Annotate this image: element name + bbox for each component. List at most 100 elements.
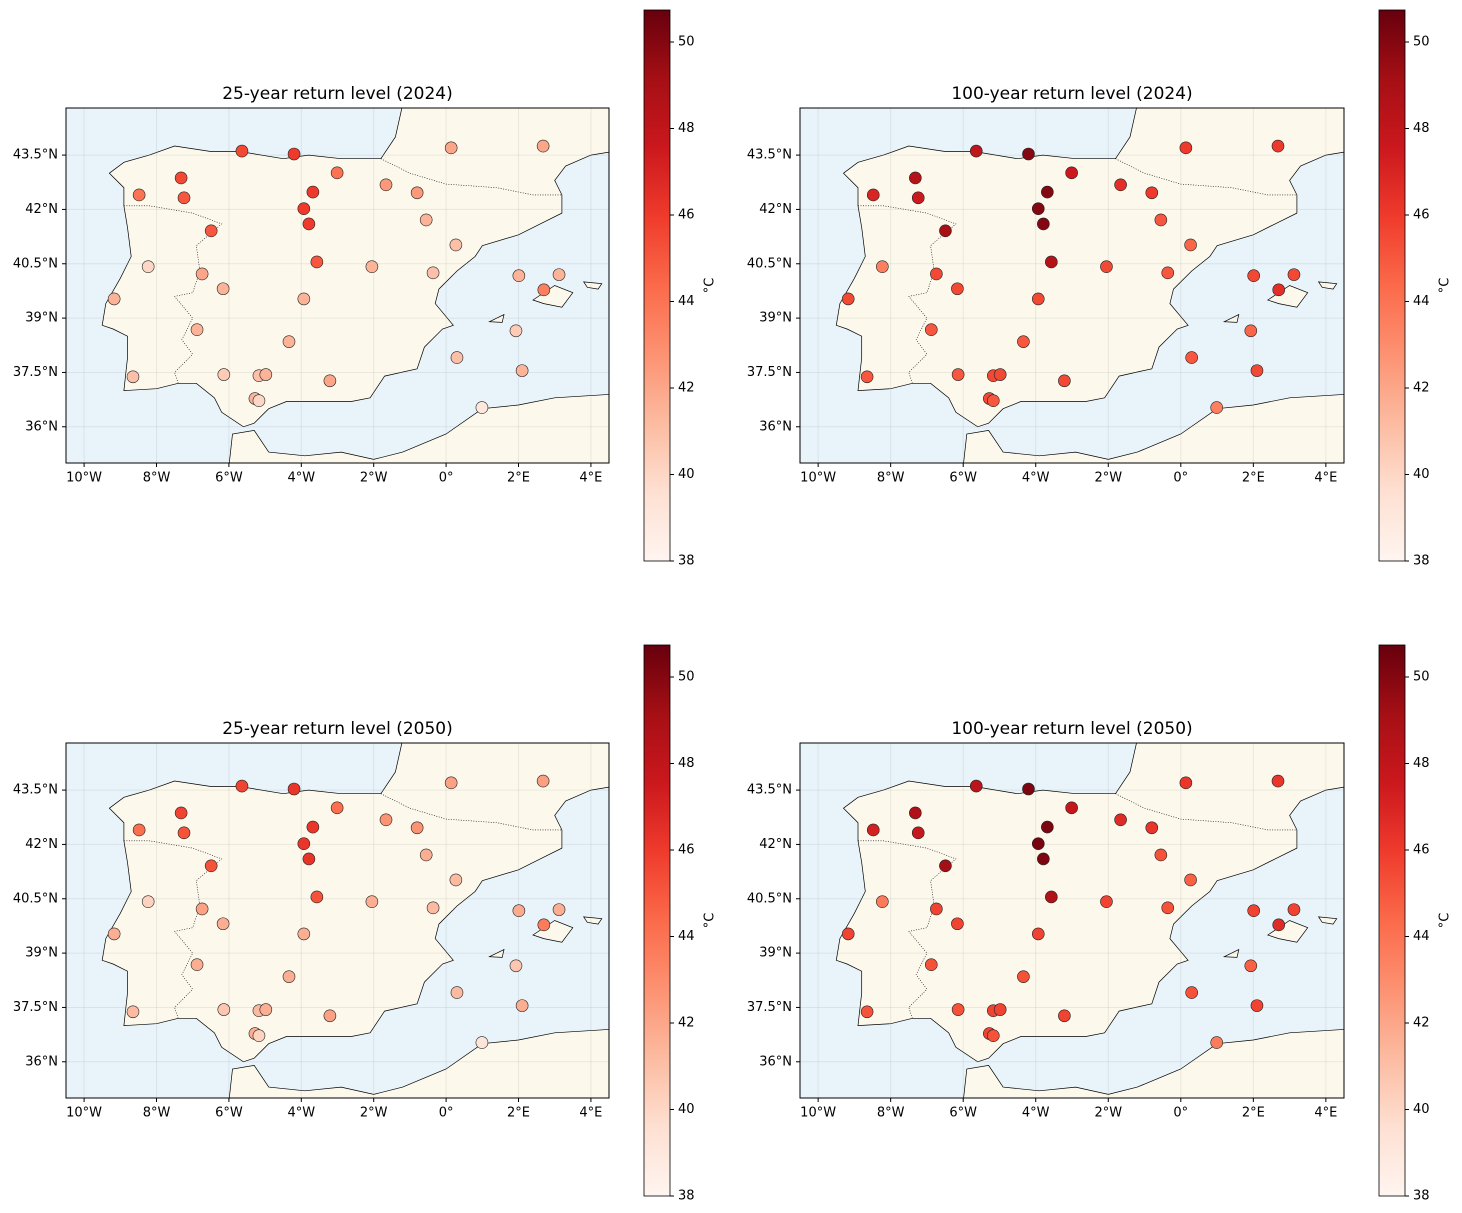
- station-point: [1179, 776, 1193, 790]
- station-point: [515, 364, 529, 377]
- station-point: [379, 813, 393, 827]
- station-point: [1041, 820, 1054, 834]
- station-point: [1145, 186, 1159, 200]
- x-tick-label: 2°W: [1094, 1106, 1122, 1121]
- y-tick-label: 40.5°N: [13, 891, 58, 906]
- colorbar-tick-label: 48: [678, 121, 695, 136]
- axes-frame: [65, 107, 610, 464]
- station-point: [107, 927, 121, 941]
- station-point: [252, 1029, 266, 1042]
- x-tick-label: 8°W: [143, 471, 171, 486]
- station-point: [302, 217, 316, 231]
- station-point: [951, 917, 964, 931]
- station-point: [930, 267, 943, 281]
- station-point: [282, 335, 296, 348]
- station-point: [1114, 178, 1127, 192]
- land: [582, 281, 603, 290]
- x-tick-label: 4°E: [579, 1106, 602, 1121]
- station-point: [1022, 782, 1035, 796]
- station-point: [866, 823, 880, 837]
- x-tick-label: 4°E: [579, 471, 602, 486]
- station-point: [1154, 213, 1168, 227]
- station-point: [287, 782, 301, 796]
- y-tick-label: 43.5°N: [747, 783, 792, 798]
- border: [380, 158, 562, 196]
- map: [800, 108, 1344, 463]
- colorbar-tick-label: 38: [678, 1189, 695, 1204]
- panel-title: 100-year return level (2024): [951, 84, 1192, 104]
- station-point: [450, 351, 464, 364]
- panel-title: 25-year return level (2024): [222, 84, 453, 104]
- land: [1222, 313, 1240, 323]
- land: [1222, 948, 1240, 958]
- x-tick-label: 4°E: [1314, 471, 1337, 486]
- station-point: [310, 255, 324, 269]
- station-point: [1100, 895, 1113, 908]
- x-tick-label: 2°E: [1242, 1106, 1265, 1121]
- station-point: [1161, 266, 1175, 280]
- station-point: [951, 1003, 965, 1016]
- station-point: [444, 776, 458, 790]
- station-point: [1058, 1009, 1071, 1023]
- station-point: [1185, 986, 1198, 999]
- x-tick-label: 4°W: [1022, 1106, 1050, 1121]
- y-tick-label: 40.5°N: [747, 891, 792, 906]
- land: [963, 1029, 1344, 1098]
- colorbar-tick-label: 44: [1413, 294, 1430, 309]
- station-point: [1145, 821, 1159, 835]
- land: [963, 394, 1344, 463]
- station-point: [449, 873, 463, 887]
- station-point: [419, 213, 433, 227]
- x-tick-label: 10°W: [66, 1106, 102, 1121]
- station-point: [909, 806, 922, 820]
- station-point: [475, 1036, 489, 1049]
- station-point: [509, 324, 523, 338]
- station-point: [235, 144, 249, 158]
- station-point: [993, 368, 1007, 381]
- x-tick-label: 2°E: [1242, 471, 1265, 486]
- station-point: [323, 374, 337, 388]
- station-point: [330, 166, 344, 180]
- station-point: [426, 901, 440, 915]
- station-point: [1031, 202, 1045, 216]
- station-point: [259, 1003, 273, 1016]
- station-point: [1244, 324, 1258, 338]
- station-point: [1100, 260, 1113, 273]
- station-point: [1271, 774, 1285, 788]
- station-point: [259, 368, 273, 381]
- colorbar-tick-label: 48: [1413, 121, 1430, 136]
- station-point: [450, 986, 464, 999]
- y-tick-label: 39°N: [25, 946, 58, 961]
- x-tick-label: 6°W: [949, 1106, 977, 1121]
- station-point: [537, 918, 551, 932]
- station-point: [419, 848, 433, 862]
- station-point: [297, 837, 311, 851]
- y-tick-label: 36°N: [25, 1054, 58, 1069]
- station-point: [987, 1029, 1000, 1042]
- land: [532, 920, 574, 943]
- y-tick-label: 39°N: [759, 311, 792, 326]
- station-point: [323, 1009, 337, 1023]
- colorbar-tick-label: 46: [1413, 843, 1430, 858]
- station-point: [1272, 283, 1286, 297]
- station-point: [860, 1005, 874, 1019]
- map-panel: 10°W 8°W 6°W 4°W 2°W 0° 2°E 4°E 36°N 37.5°N 39°N 40…: [13, 644, 718, 1204]
- station-point: [1037, 852, 1050, 866]
- station-point: [866, 188, 880, 202]
- station-point: [1058, 374, 1071, 388]
- station-point: [132, 823, 146, 837]
- station-point: [216, 917, 230, 931]
- station-point: [1022, 147, 1035, 161]
- colorbar-tick-label: 46: [678, 843, 695, 858]
- colorbar: [1378, 644, 1406, 1197]
- colorbar-tick-label: 50: [1413, 670, 1430, 685]
- station-point: [217, 1003, 231, 1016]
- panel-title: 25-year return level (2050): [222, 719, 453, 739]
- station-point: [282, 970, 296, 983]
- land: [1317, 916, 1338, 925]
- station-point: [924, 958, 938, 971]
- station-point: [190, 958, 204, 971]
- border: [380, 793, 562, 831]
- station-point: [1065, 166, 1078, 180]
